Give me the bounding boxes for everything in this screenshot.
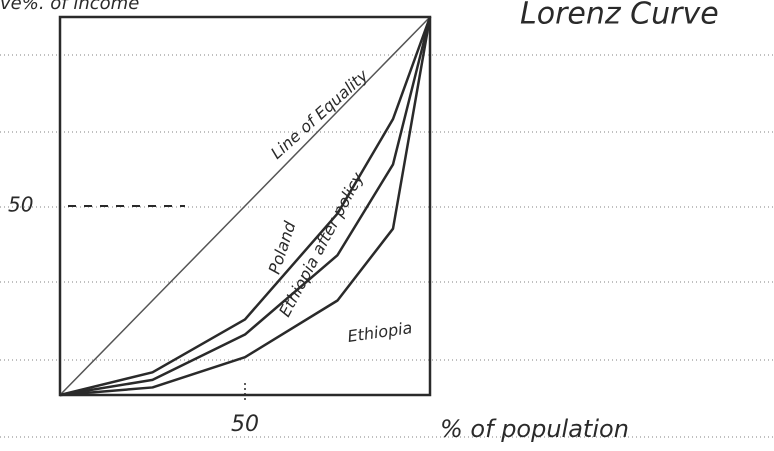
chart: Lorenz Curve ve%. of income % of populat… (0, 0, 774, 451)
x-tick-label: 50 (231, 412, 259, 437)
y-tick-label: 50 (8, 193, 33, 217)
x-axis-label: % of population (440, 415, 629, 443)
series-label: Poland (265, 218, 300, 276)
chart-title: Lorenz Curve (520, 0, 719, 32)
y-axis-label: ve%. of income (0, 0, 139, 14)
series-label: Ethiopia (346, 318, 413, 346)
ruled-paper (0, 55, 774, 437)
series-label: Line of Equality (267, 65, 372, 162)
